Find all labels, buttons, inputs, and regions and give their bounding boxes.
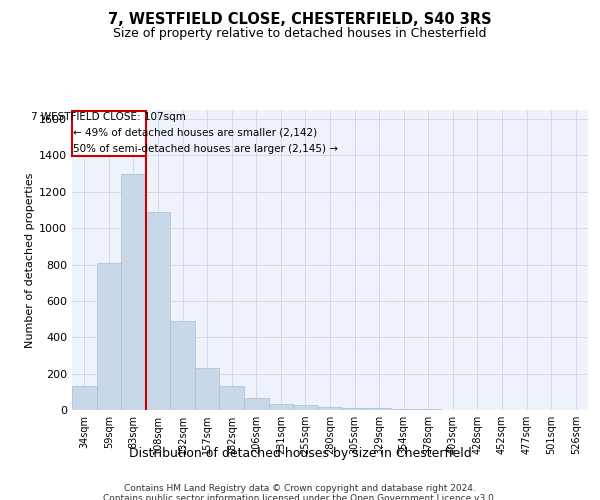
Text: Contains HM Land Registry data © Crown copyright and database right 2024.: Contains HM Land Registry data © Crown c… bbox=[124, 484, 476, 493]
Bar bbox=[416, 409, 440, 410]
Bar bbox=[72, 111, 146, 156]
Text: 50% of semi-detached houses are larger (2,145) →: 50% of semi-detached houses are larger (… bbox=[73, 144, 338, 154]
Text: 7 WESTFIELD CLOSE: 107sqm: 7 WESTFIELD CLOSE: 107sqm bbox=[31, 112, 186, 122]
Bar bbox=[318, 408, 342, 410]
Bar bbox=[72, 386, 97, 410]
Bar bbox=[269, 404, 293, 410]
Bar bbox=[121, 174, 146, 410]
Text: Contains public sector information licensed under the Open Government Licence v3: Contains public sector information licen… bbox=[103, 494, 497, 500]
Text: Size of property relative to detached houses in Chesterfield: Size of property relative to detached ho… bbox=[113, 28, 487, 40]
Bar bbox=[220, 386, 244, 410]
Y-axis label: Number of detached properties: Number of detached properties bbox=[25, 172, 35, 348]
Bar bbox=[367, 408, 391, 410]
Bar bbox=[146, 212, 170, 410]
Bar bbox=[342, 408, 367, 410]
Bar bbox=[97, 262, 121, 410]
Bar bbox=[170, 321, 195, 410]
Text: 7, WESTFIELD CLOSE, CHESTERFIELD, S40 3RS: 7, WESTFIELD CLOSE, CHESTERFIELD, S40 3R… bbox=[108, 12, 492, 28]
Text: Distribution of detached houses by size in Chesterfield: Distribution of detached houses by size … bbox=[128, 448, 472, 460]
Bar bbox=[195, 368, 220, 410]
Bar bbox=[391, 409, 416, 410]
Bar bbox=[293, 406, 318, 410]
Text: ← 49% of detached houses are smaller (2,142): ← 49% of detached houses are smaller (2,… bbox=[73, 127, 317, 137]
Bar bbox=[244, 398, 269, 410]
